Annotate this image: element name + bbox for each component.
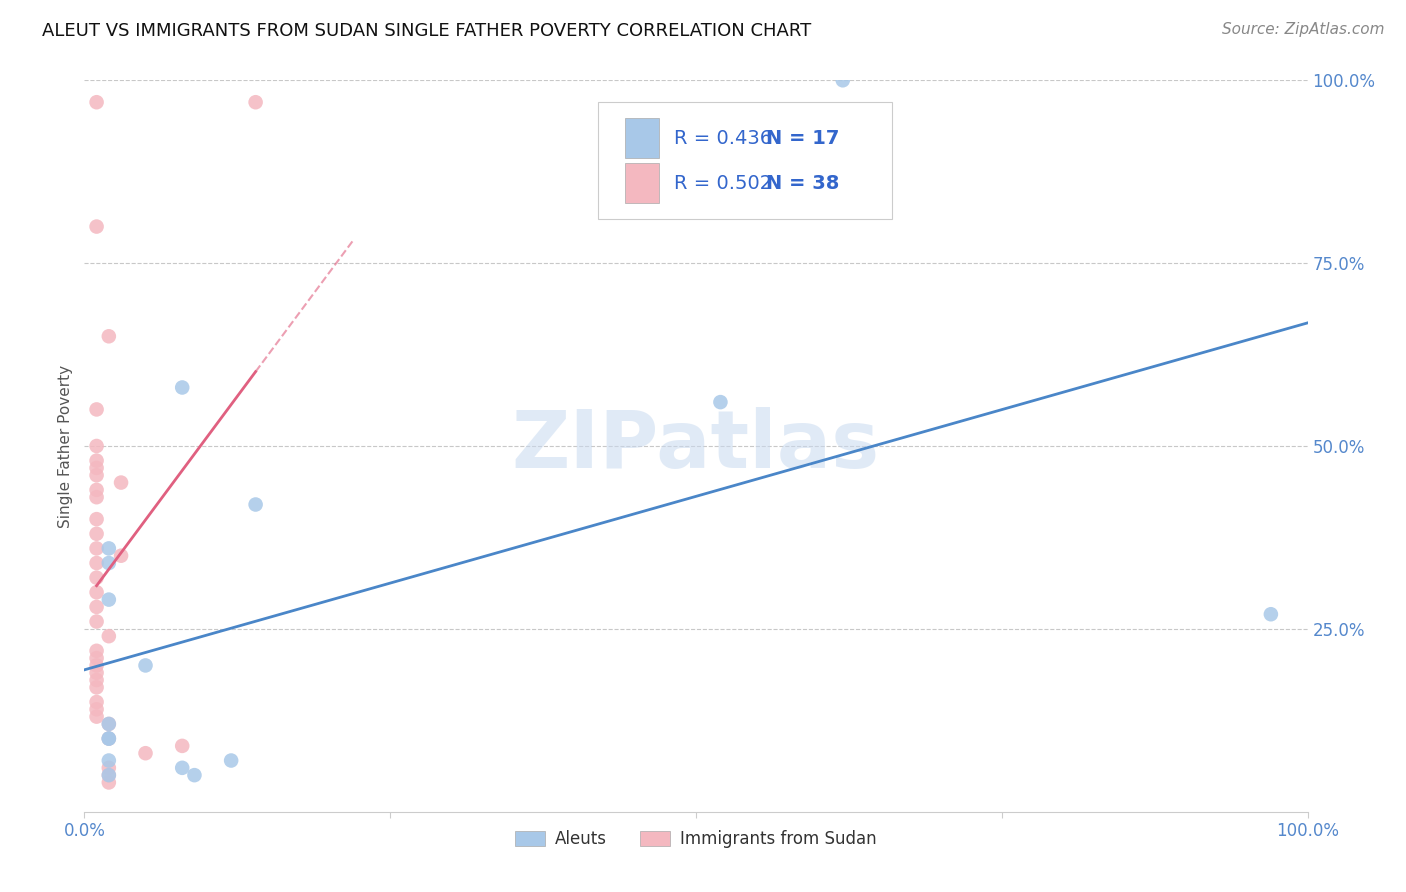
Point	[135, 658, 157, 673]
Point	[86, 673, 108, 687]
Point	[86, 599, 108, 614]
Point	[97, 768, 120, 782]
Point	[97, 541, 120, 556]
Point	[86, 541, 108, 556]
Point	[97, 768, 120, 782]
Point	[86, 702, 108, 716]
Point	[86, 658, 108, 673]
Point	[86, 95, 108, 110]
Legend: Aleuts, Immigrants from Sudan: Aleuts, Immigrants from Sudan	[509, 823, 883, 855]
Point	[831, 73, 853, 87]
Point	[110, 475, 132, 490]
Point	[110, 549, 132, 563]
Text: ALEUT VS IMMIGRANTS FROM SUDAN SINGLE FATHER POVERTY CORRELATION CHART: ALEUT VS IMMIGRANTS FROM SUDAN SINGLE FA…	[42, 22, 811, 40]
Point	[86, 439, 108, 453]
Point	[97, 592, 120, 607]
Point	[86, 651, 108, 665]
Point	[86, 615, 108, 629]
Point	[86, 665, 108, 680]
Point	[86, 490, 108, 504]
Text: ZIPatlas: ZIPatlas	[512, 407, 880, 485]
Point	[97, 556, 120, 570]
Point	[86, 402, 108, 417]
Point	[86, 512, 108, 526]
Point	[97, 731, 120, 746]
Point	[172, 739, 194, 753]
Point	[97, 775, 120, 789]
Point	[97, 731, 120, 746]
Point	[172, 761, 194, 775]
Point	[86, 461, 108, 475]
FancyBboxPatch shape	[598, 103, 891, 219]
Point	[172, 380, 194, 394]
Text: N = 17: N = 17	[766, 128, 839, 148]
Point	[97, 717, 120, 731]
Point	[709, 395, 731, 409]
Point	[97, 731, 120, 746]
FancyBboxPatch shape	[626, 118, 659, 158]
Point	[97, 629, 120, 643]
Point	[86, 483, 108, 497]
Point	[86, 585, 108, 599]
Point	[97, 761, 120, 775]
Point	[245, 498, 267, 512]
Text: Source: ZipAtlas.com: Source: ZipAtlas.com	[1222, 22, 1385, 37]
Point	[86, 453, 108, 467]
Point	[1260, 607, 1282, 622]
Point	[86, 526, 108, 541]
Point	[97, 754, 120, 768]
Point	[86, 219, 108, 234]
Text: R = 0.502: R = 0.502	[673, 174, 772, 193]
Point	[86, 709, 108, 723]
Point	[86, 644, 108, 658]
Text: N = 38: N = 38	[766, 174, 839, 193]
Point	[86, 468, 108, 483]
Point	[219, 754, 242, 768]
Point	[97, 717, 120, 731]
Point	[183, 768, 205, 782]
Point	[97, 329, 120, 343]
Point	[86, 556, 108, 570]
Point	[135, 746, 157, 760]
Point	[86, 695, 108, 709]
Text: R = 0.436: R = 0.436	[673, 128, 772, 148]
FancyBboxPatch shape	[626, 163, 659, 203]
Y-axis label: Single Father Poverty: Single Father Poverty	[58, 365, 73, 527]
Point	[245, 95, 267, 110]
Point	[86, 681, 108, 695]
Point	[86, 571, 108, 585]
